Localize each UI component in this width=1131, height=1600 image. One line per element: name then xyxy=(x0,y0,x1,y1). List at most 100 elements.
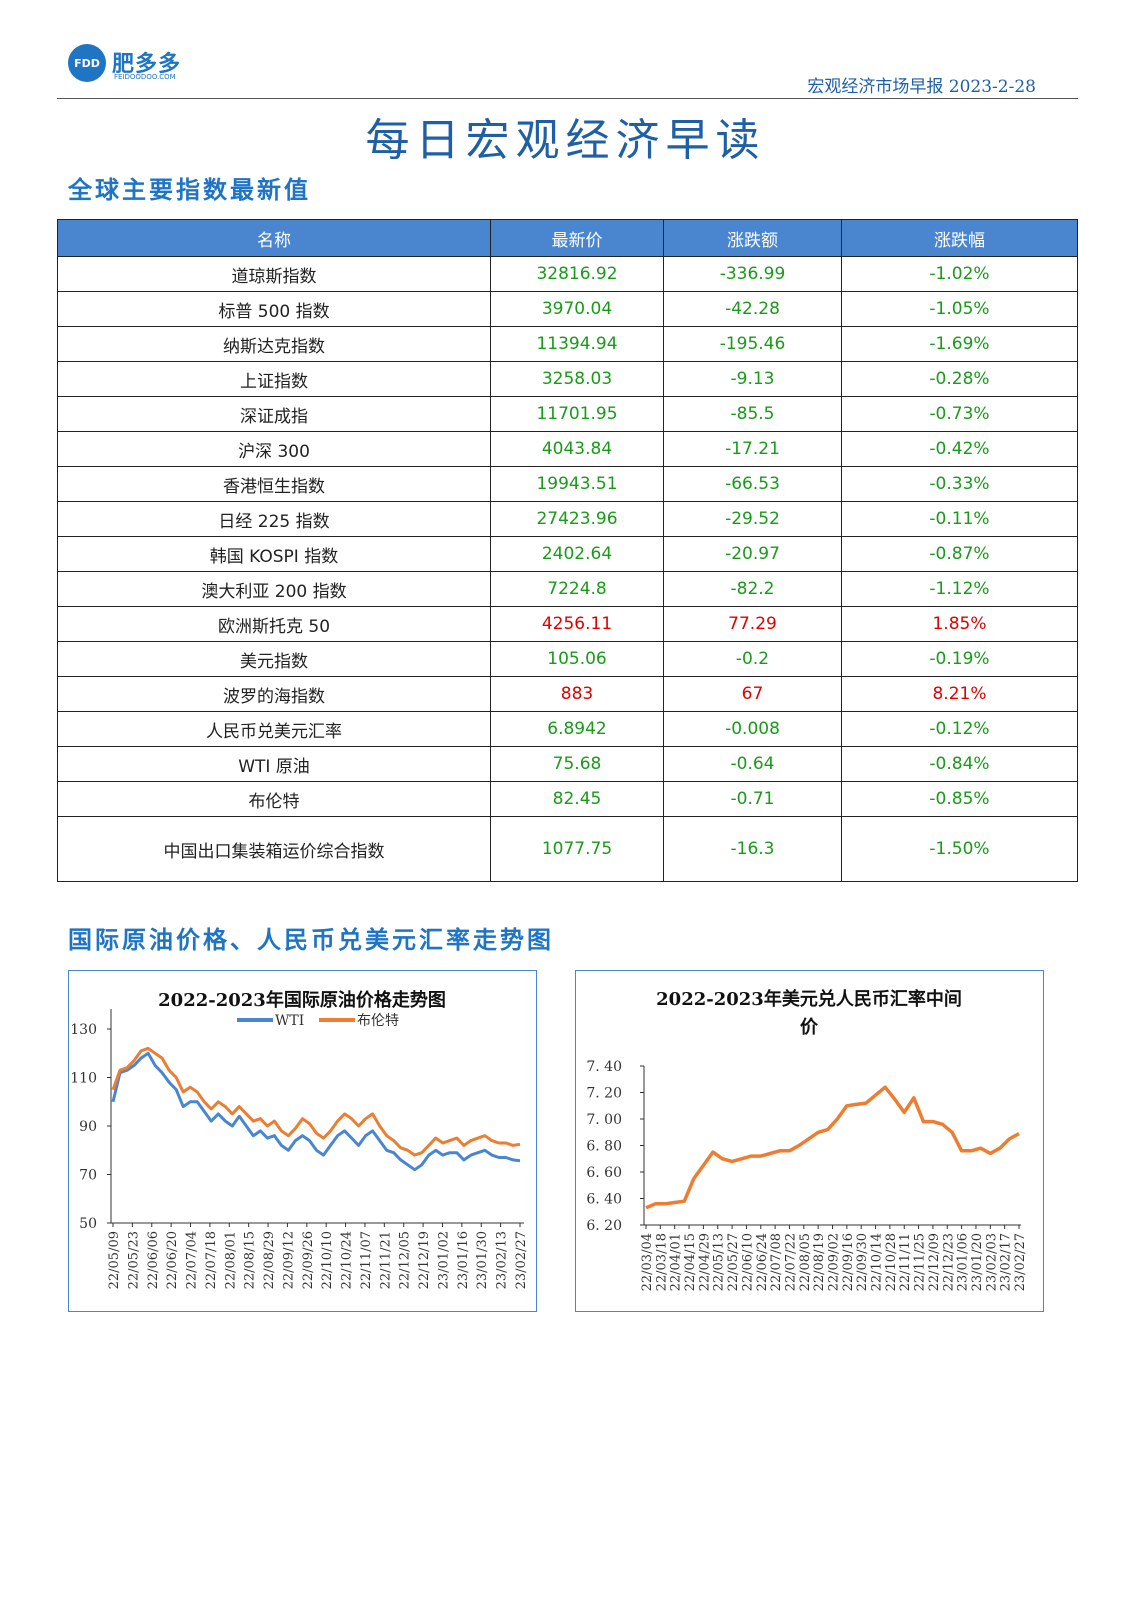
cell-change: -29.52 xyxy=(663,501,842,537)
x-tick-label: 22/08/29 xyxy=(262,1231,277,1289)
cell-pct: 1.85% xyxy=(841,606,1078,642)
cell-pct: -0.73% xyxy=(841,396,1078,432)
cell-name: 日经 225 指数 xyxy=(57,501,491,537)
cell-price: 11394.94 xyxy=(490,326,664,362)
series-line-wti xyxy=(111,1051,521,1172)
cell-name: 香港恒生指数 xyxy=(57,466,491,502)
table-row: 上证指数 3258.03 -9.13 -0.28% xyxy=(57,361,1078,397)
cell-name: 人民币兑美元汇率 xyxy=(57,711,491,747)
cell-change: -16.3 xyxy=(663,816,842,882)
cell-pct: -1.05% xyxy=(841,291,1078,327)
oil-price-chart: 2022-2023年国际原油价格走势图 WTI 布伦特 50 70 90 110 130 22/… xyxy=(68,970,537,1312)
y-tick-label: 7. 40 xyxy=(586,1059,622,1075)
x-tick-label: 22/09/02 xyxy=(827,1233,842,1291)
cell-price: 2402.64 xyxy=(490,536,664,572)
cell-name: 深证成指 xyxy=(57,396,491,432)
oil-chart-svg: 2022-2023年国际原油价格走势图 WTI 布伦特 50 70 90 110 130 22/… xyxy=(70,989,529,1289)
x-tick-label: 22/09/30 xyxy=(855,1233,870,1291)
cell-change: -17.21 xyxy=(663,431,842,467)
y-tick-label: 50 xyxy=(79,1216,97,1232)
cell-price: 32816.92 xyxy=(490,256,664,292)
col-header-name: 名称 xyxy=(57,219,491,257)
y-tick-label: 130 xyxy=(70,1022,97,1038)
table-row: 布伦特 82.45 -0.71 -0.85% xyxy=(57,781,1078,817)
x-tick-label: 23/02/27 xyxy=(514,1231,529,1289)
chart-title-line1: 2022-2023年美元兑人民币汇率中间 xyxy=(656,988,962,1010)
table-row: 美元指数 105.06 -0.2 -0.19% xyxy=(57,641,1078,677)
cell-change: -20.97 xyxy=(663,536,842,572)
index-table: 名称 最新价 涨跌额 涨跌幅 道琼斯指数 32816.92 -336.99 -1.02… xyxy=(57,219,1078,882)
x-tick-label: 22/05/23 xyxy=(126,1231,141,1289)
cell-name: 中国出口集装箱运价综合指数 xyxy=(57,816,491,882)
x-tick-label: 22/08/05 xyxy=(798,1233,813,1291)
table-row: 道琼斯指数 32816.92 -336.99 -1.02% xyxy=(57,256,1078,292)
section-title-charts: 国际原油价格、人民币兑美元汇率走势图 xyxy=(68,926,554,954)
x-tick-label: 22/09/26 xyxy=(301,1231,316,1289)
x-tick-label: 23/01/30 xyxy=(475,1231,490,1289)
y-tick-label: 6. 20 xyxy=(586,1218,622,1234)
cell-change: -42.28 xyxy=(663,291,842,327)
cell-change: -85.5 xyxy=(663,396,842,432)
x-tick-label: 22/10/14 xyxy=(870,1233,885,1291)
x-tick-label: 22/12/23 xyxy=(941,1233,956,1291)
section-title-indices: 全球主要指数最新值 xyxy=(68,176,311,204)
cell-price: 19943.51 xyxy=(490,466,664,502)
table-row: 澳大利亚 200 指数 7224.8 -82.2 -1.12% xyxy=(57,571,1078,607)
table-row: 欧洲斯托克 50 4256.11 77.29 1.85% xyxy=(57,606,1078,642)
series-line-usdcny xyxy=(645,1085,1020,1210)
x-tick-label: 23/01/20 xyxy=(970,1233,985,1291)
x-tick-label: 22/03/04 xyxy=(640,1233,655,1291)
x-tick-label: 23/02/27 xyxy=(1013,1233,1028,1291)
x-tick-label: 22/04/29 xyxy=(697,1233,712,1291)
table-row: 中国出口集装箱运价综合指数 1077.75 -16.3 -1.50% xyxy=(57,816,1078,882)
x-tick-label: 22/08/15 xyxy=(243,1231,258,1289)
x-tick-label: 22/07/04 xyxy=(185,1231,200,1289)
table-row: 深证成指 11701.95 -85.5 -0.73% xyxy=(57,396,1078,432)
cell-price: 4043.84 xyxy=(490,431,664,467)
y-tick-label: 90 xyxy=(79,1119,97,1135)
x-tick-label: 22/05/27 xyxy=(726,1233,741,1291)
cell-pct: -1.12% xyxy=(841,571,1078,607)
cell-pct: -0.87% xyxy=(841,536,1078,572)
x-tick-label: 22/06/24 xyxy=(755,1233,770,1291)
y-tick-label: 110 xyxy=(70,1071,97,1087)
x-tick-label: 22/05/09 xyxy=(107,1231,122,1289)
x-tick-label: 22/11/11 xyxy=(898,1233,913,1291)
x-tick-label: 22/04/15 xyxy=(683,1233,698,1291)
x-tick-label: 22/06/10 xyxy=(740,1233,755,1291)
x-tick-label: 23/02/13 xyxy=(495,1231,510,1289)
cell-name: 标普 500 指数 xyxy=(57,291,491,327)
cell-change: -0.008 xyxy=(663,711,842,747)
cell-price: 883 xyxy=(490,676,664,712)
cell-price: 11701.95 xyxy=(490,396,664,432)
cell-price: 7224.8 xyxy=(490,571,664,607)
cell-name: 沪深 300 xyxy=(57,431,491,467)
report-date: 宏观经济市场早报 2023-2-28 xyxy=(807,77,1036,97)
x-tick-label: 22/08/01 xyxy=(223,1231,238,1289)
x-tick-label: 22/03/18 xyxy=(654,1233,669,1291)
x-tick-label: 22/09/16 xyxy=(841,1233,856,1291)
col-header-price: 最新价 xyxy=(490,219,664,257)
cell-price: 82.45 xyxy=(490,781,664,817)
table-header-row: 名称 最新价 涨跌额 涨跌幅 xyxy=(57,219,1078,257)
cell-name: 欧洲斯托克 50 xyxy=(57,606,491,642)
page-title: 每日宏观经济早读 xyxy=(365,115,766,166)
logo-text: 肥多多 xyxy=(112,52,182,77)
cell-change: 67 xyxy=(663,676,842,712)
cell-pct: -1.69% xyxy=(841,326,1078,362)
x-tick-label: 23/01/06 xyxy=(956,1233,971,1291)
cell-name: 韩国 KOSPI 指数 xyxy=(57,536,491,572)
fx-rate-chart: 2022-2023年美元兑人民币汇率中间价 6. 20 6. 40 6. 60 6. 8… xyxy=(575,970,1044,1312)
x-tick-label: 22/11/07 xyxy=(359,1231,374,1289)
cell-change: 77.29 xyxy=(663,606,842,642)
x-tick-label: 22/09/12 xyxy=(281,1231,296,1289)
col-header-pct: 涨跌幅 xyxy=(841,219,1078,257)
x-tick-label: 22/08/19 xyxy=(812,1233,827,1291)
table-row: 纳斯达克指数 11394.94 -195.46 -1.69% xyxy=(57,326,1078,362)
x-tick-label: 23/02/03 xyxy=(984,1233,999,1291)
logo-icon: FDD xyxy=(68,44,106,82)
cell-change: -82.2 xyxy=(663,571,842,607)
cell-change: -195.46 xyxy=(663,326,842,362)
legend-label: 布伦特 xyxy=(357,1013,399,1029)
